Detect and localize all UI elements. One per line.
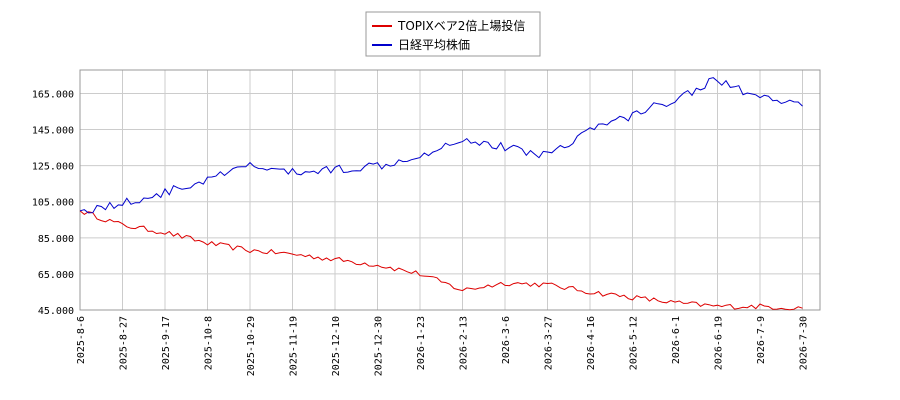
x-tick-label: 2025-12-10 (331, 316, 342, 376)
x-tick-label: 2025-9-17 (161, 316, 172, 370)
series-lines (79, 77, 803, 311)
x-tick-label: 2025-8-27 (119, 316, 130, 370)
legend: TOPIXベア2倍上場投信 日経平均株価 (365, 11, 541, 57)
chart-grid (79, 70, 820, 311)
legend-label-nikkei: 日経平均株価 (398, 37, 470, 52)
y-tick-label: 65.000 (38, 270, 74, 281)
x-tick-label: 2026-6-19 (714, 316, 725, 370)
y-tick-label: 165.000 (32, 89, 74, 100)
x-tick-label: 2026-4-16 (586, 316, 597, 370)
x-tick-label: 2026-3-6 (501, 316, 512, 364)
x-tick-label: 2025-10-8 (204, 316, 215, 370)
y-axis-ticks: 45.000 65.000 85.000 105.000 125.000 145.000 1… (32, 89, 74, 317)
x-tick-label: 2026-6-1 (671, 316, 682, 364)
y-tick-label: 145.000 (32, 126, 74, 137)
x-tick-label: 2025-11-19 (289, 316, 300, 376)
x-tick-label: 2025-8-6 (76, 316, 87, 364)
series-line-0 (79, 210, 803, 311)
y-tick-label: 85.000 (38, 234, 74, 245)
y-tick-label: 105.000 (32, 198, 74, 209)
y-tick-label: 45.000 (38, 306, 74, 317)
legend-box (365, 11, 541, 57)
x-tick-label: 2026-7-9 (756, 316, 767, 364)
x-tick-label: 2026-3-27 (544, 316, 555, 370)
x-tick-label: 2026-2-13 (459, 316, 470, 370)
legend-label-topix-bear: TOPIXベア2倍上場投信 (397, 18, 525, 33)
series-line-1 (79, 77, 803, 214)
plot-area-frame (79, 69, 821, 311)
x-tick-label: 2025-10-29 (246, 316, 257, 376)
x-axis-ticks: 2025-8-6 2025-8-27 2025-9-17 2025-10-8 2025-… (76, 316, 810, 376)
x-tick-label: 2026-7-30 (799, 316, 810, 370)
x-tick-label: 2025-12-30 (374, 316, 385, 376)
x-tick-label: 2026-5-12 (629, 316, 640, 370)
x-tick-label: 2026-1-23 (416, 316, 427, 370)
y-tick-label: 125.000 (32, 162, 74, 173)
